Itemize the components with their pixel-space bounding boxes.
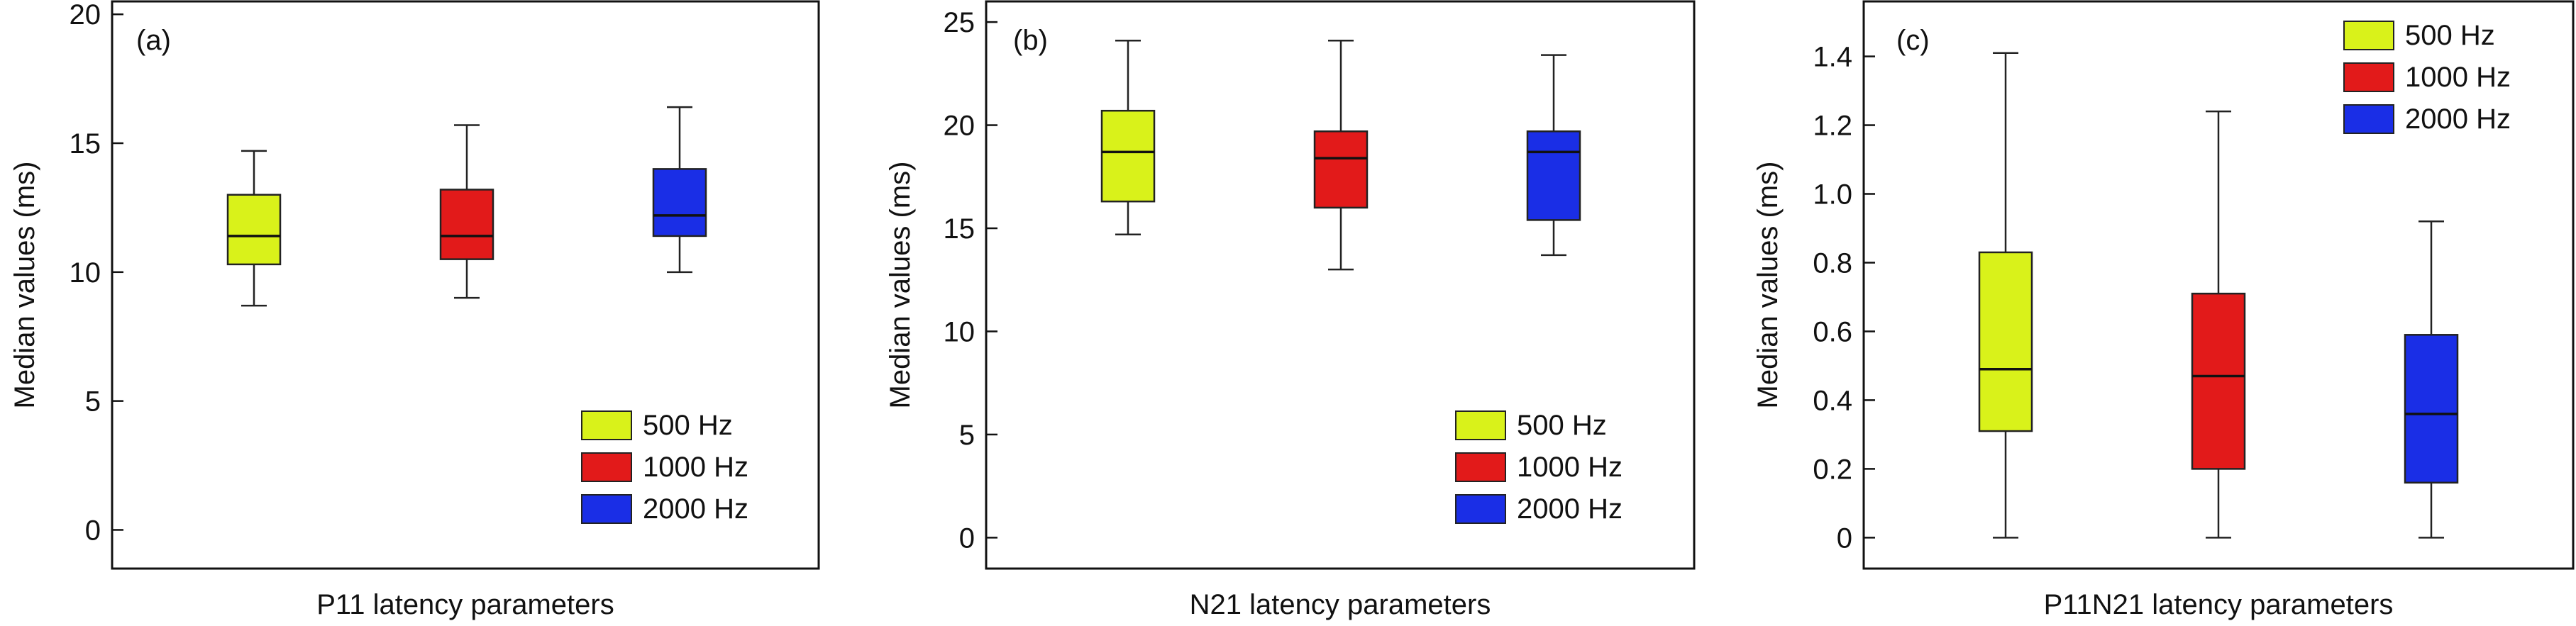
y-tick-label: 25 [944,7,975,38]
y-tick-label: 0 [959,522,975,554]
y-tick-label: 1.2 [1813,111,1852,142]
y-axis-label: Median values (ms) [9,161,40,408]
panel-label: (c) [1896,25,1930,56]
box-1000-hz [439,124,494,299]
legend-label: 2000 Hz [2405,104,2511,135]
legend-swatch [581,452,632,482]
y-tick-label: 15 [70,128,101,160]
legend-swatch [1455,452,1506,482]
x-axis-label: P11 latency parameters [316,589,614,620]
panel-a: (a) Median values (ms) P11 latency param… [9,0,820,620]
legend-label: 2000 Hz [643,493,748,525]
legend-label: 1000 Hz [2405,62,2511,93]
iqr-box [226,194,282,266]
boxes [1100,40,1581,271]
iqr-box [1100,109,1156,203]
legend-label: 1000 Hz [643,452,748,483]
y-tick-label: 10 [70,257,101,289]
y-tick-label: 1.0 [1813,179,1852,211]
y-tick-label: 5 [959,420,975,451]
legend-swatch [2343,21,2394,50]
panel-c: (c) Median values (ms) P11N21 latency pa… [1752,0,2575,620]
plot-frame [985,0,1696,570]
box-500-hz [1978,52,2033,539]
legend-swatch [1455,410,1506,440]
y-tick-label: 0.2 [1813,454,1852,485]
y-tick-label: 10 [944,316,975,347]
box-500-hz [226,150,282,307]
y-tick-label: 1.4 [1813,42,1852,73]
box-500-hz [1100,40,1156,235]
y-tick-label: 0.8 [1813,247,1852,279]
box-1000-hz [1313,40,1369,271]
panel-b: (b) Median values (ms) N21 latency param… [885,0,1696,620]
y-axis-label: Median values (ms) [1752,161,1784,408]
legend: 500 Hz 1000 Hz 2000 Hz [1455,410,1623,525]
legend: 500 Hz 1000 Hz 2000 Hz [2343,20,2511,135]
legend-label: 500 Hz [643,410,733,441]
legend-swatch [581,494,632,524]
iqr-box [1978,251,2033,432]
iqr-box [439,189,494,260]
iqr-box [1313,130,1369,209]
y-tick-label: 20 [70,0,101,30]
y-tick-label: 0.6 [1813,316,1852,347]
y-axis-label: Median values (ms) [885,161,916,408]
legend: 500 Hz 1000 Hz 2000 Hz [581,410,748,525]
y-ticks: 0 0.2 0.4 0.6 0.8 1.0 1.2 1.4 [1813,42,1875,554]
x-axis-label: P11N21 latency parameters [2044,589,2394,620]
legend-label: 2000 Hz [1517,493,1623,525]
box-2000-hz [652,106,707,274]
boxes [226,106,707,307]
legend-label: 500 Hz [2405,20,2495,51]
panel-label: (a) [136,25,171,56]
y-tick-label: 20 [944,111,975,142]
y-ticks: 0 5 10 15 20 25 [944,7,997,554]
panel-label: (b) [1013,25,1048,56]
y-tick-label: 0.4 [1813,385,1852,416]
legend-label: 500 Hz [1517,410,1607,441]
iqr-box [652,168,707,237]
plot-frame [1862,0,2575,570]
x-axis-label: N21 latency parameters [1190,589,1491,620]
box-2000-hz [1526,54,1581,257]
iqr-box [2404,334,2459,484]
legend-label: 1000 Hz [1517,452,1623,483]
y-tick-label: 0 [1837,522,1852,554]
y-tick-label: 15 [944,213,975,245]
legend-swatch [1455,494,1506,524]
box-1000-hz [2191,110,2246,539]
y-tick-label: 5 [85,386,101,418]
legend-swatch [2343,104,2394,134]
legend-swatch [2343,62,2394,92]
boxes [1978,52,2459,539]
y-ticks: 0 5 10 15 20 [70,0,123,546]
y-tick-label: 0 [85,515,101,546]
box-2000-hz [2404,220,2459,539]
iqr-box [2191,292,2246,470]
iqr-box [1526,130,1581,221]
legend-swatch [581,410,632,440]
plot-frame [111,0,820,570]
